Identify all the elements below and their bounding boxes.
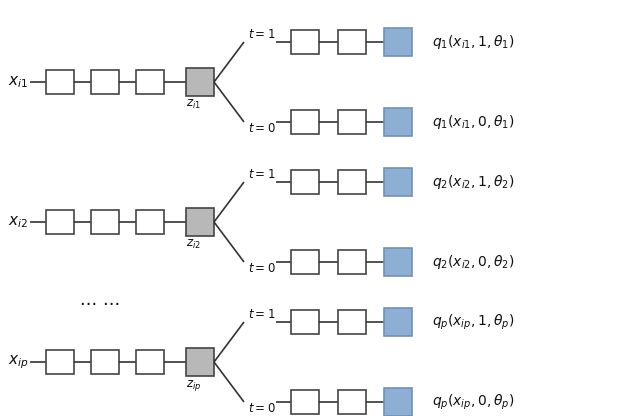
Text: $z_{i2}$: $z_{i2}$ xyxy=(186,238,201,251)
Text: $q_p(x_{ip}, 1, \theta_p)$: $q_p(x_{ip}, 1, \theta_p)$ xyxy=(432,312,515,332)
Bar xyxy=(338,250,366,274)
Text: $x_{ip}$: $x_{ip}$ xyxy=(8,353,29,371)
Text: $z_{ip}$: $z_{ip}$ xyxy=(186,378,202,393)
Bar xyxy=(186,208,214,236)
Text: $x_{i1}$: $x_{i1}$ xyxy=(8,74,28,90)
Bar xyxy=(338,170,366,194)
Bar xyxy=(384,308,412,336)
Bar xyxy=(384,388,412,416)
Bar xyxy=(291,110,319,134)
Bar xyxy=(46,350,74,374)
Bar xyxy=(291,390,319,414)
Text: $z_{i1}$: $z_{i1}$ xyxy=(186,98,201,111)
Bar xyxy=(338,310,366,334)
Text: $q_1(x_{i1}, 0, \theta_1)$: $q_1(x_{i1}, 0, \theta_1)$ xyxy=(432,113,515,131)
Text: $q_2(x_{i2}, 0, \theta_2)$: $q_2(x_{i2}, 0, \theta_2)$ xyxy=(432,253,515,271)
Bar xyxy=(338,110,366,134)
Bar xyxy=(291,250,319,274)
Bar xyxy=(384,28,412,56)
Bar xyxy=(338,30,366,54)
Bar xyxy=(91,350,119,374)
Bar xyxy=(291,170,319,194)
Text: $t=0$: $t=0$ xyxy=(248,121,276,134)
Bar xyxy=(186,68,214,96)
Bar xyxy=(136,210,164,234)
Bar xyxy=(291,30,319,54)
Bar xyxy=(46,210,74,234)
Text: $t=1$: $t=1$ xyxy=(248,168,275,181)
Bar xyxy=(136,70,164,94)
Text: $q_1(x_{i1}, 1, \theta_1)$: $q_1(x_{i1}, 1, \theta_1)$ xyxy=(432,33,515,51)
Bar xyxy=(384,168,412,196)
Text: $t=0$: $t=0$ xyxy=(248,262,276,275)
Text: ... ...: ... ... xyxy=(80,291,120,309)
Text: $t=0$: $t=0$ xyxy=(248,401,276,414)
Bar xyxy=(46,70,74,94)
Bar xyxy=(384,248,412,276)
Bar xyxy=(384,108,412,136)
Bar xyxy=(136,350,164,374)
Bar xyxy=(291,310,319,334)
Text: $q_2(x_{i2}, 1, \theta_2)$: $q_2(x_{i2}, 1, \theta_2)$ xyxy=(432,173,515,191)
Bar xyxy=(338,390,366,414)
Bar xyxy=(186,348,214,376)
Bar xyxy=(91,70,119,94)
Text: $t=1$: $t=1$ xyxy=(248,309,275,322)
Text: $t=1$: $t=1$ xyxy=(248,29,275,42)
Text: $x_{i2}$: $x_{i2}$ xyxy=(8,214,28,230)
Bar xyxy=(91,210,119,234)
Text: $q_p(x_{ip}, 0, \theta_p)$: $q_p(x_{ip}, 0, \theta_p)$ xyxy=(432,392,515,412)
